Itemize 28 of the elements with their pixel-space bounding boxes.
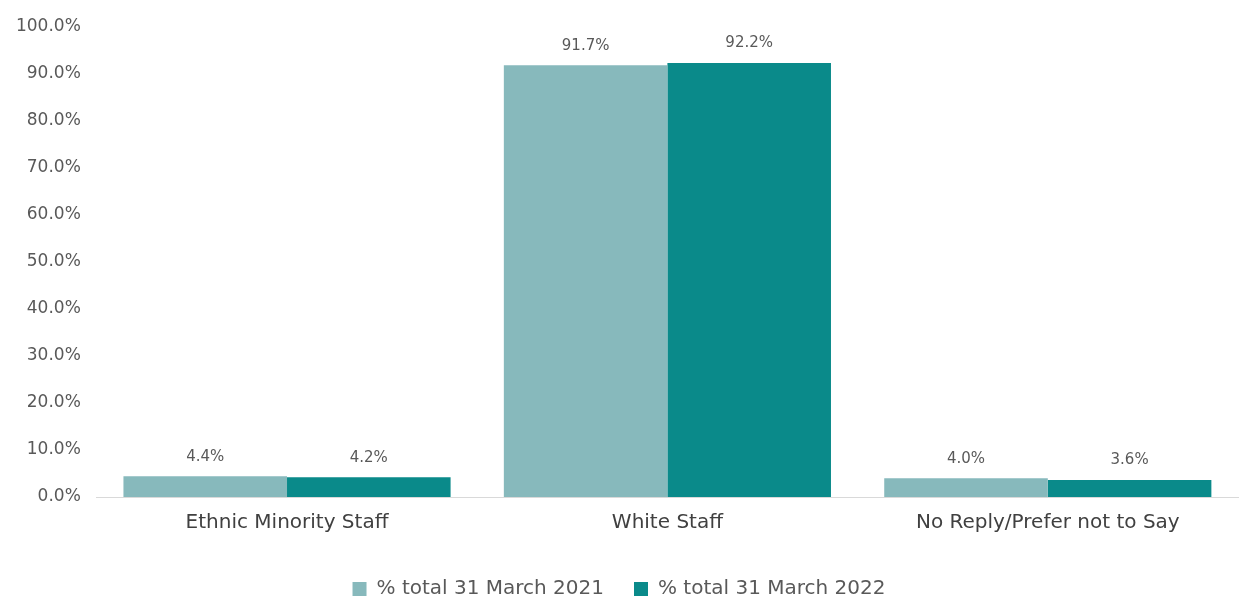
y-tick-label: 20.0% — [26, 391, 81, 412]
y-tick-label: 70.0% — [26, 155, 81, 176]
data-label: 92.2% — [725, 33, 774, 52]
y-tick-label: 90.0% — [26, 61, 81, 82]
data-label: 4.4% — [186, 446, 225, 465]
x-tick-label: No Reply/Prefer not to Say — [915, 509, 1180, 534]
data-label: 3.6% — [1110, 450, 1149, 469]
data-label: 4.0% — [946, 448, 986, 467]
x-tick-label: White Staff — [611, 509, 725, 534]
bar — [287, 477, 451, 497]
y-tick-label: 30.0% — [26, 344, 81, 365]
data-label: 4.2% — [349, 447, 388, 466]
y-tick-label: 0.0% — [37, 485, 81, 506]
legend-label: % total 31 March 2022 — [658, 575, 886, 600]
bar — [667, 62, 831, 497]
bar — [503, 65, 668, 497]
y-tick-label: 100.0% — [15, 14, 81, 35]
legend-label: % total 31 March 2021 — [376, 575, 604, 600]
y-tick-label: 50.0% — [26, 250, 81, 271]
x-tick-label: Ethnic Minority Staff — [185, 509, 390, 534]
y-tick-label: 10.0% — [26, 438, 81, 459]
y-tick-label: 80.0% — [26, 108, 81, 129]
y-tick-label: 40.0% — [26, 297, 81, 318]
bar — [884, 478, 1048, 497]
bar — [123, 476, 288, 497]
data-label: 91.7% — [561, 35, 610, 54]
bar — [1047, 480, 1212, 497]
y-tick-label: 60.0% — [26, 202, 81, 223]
